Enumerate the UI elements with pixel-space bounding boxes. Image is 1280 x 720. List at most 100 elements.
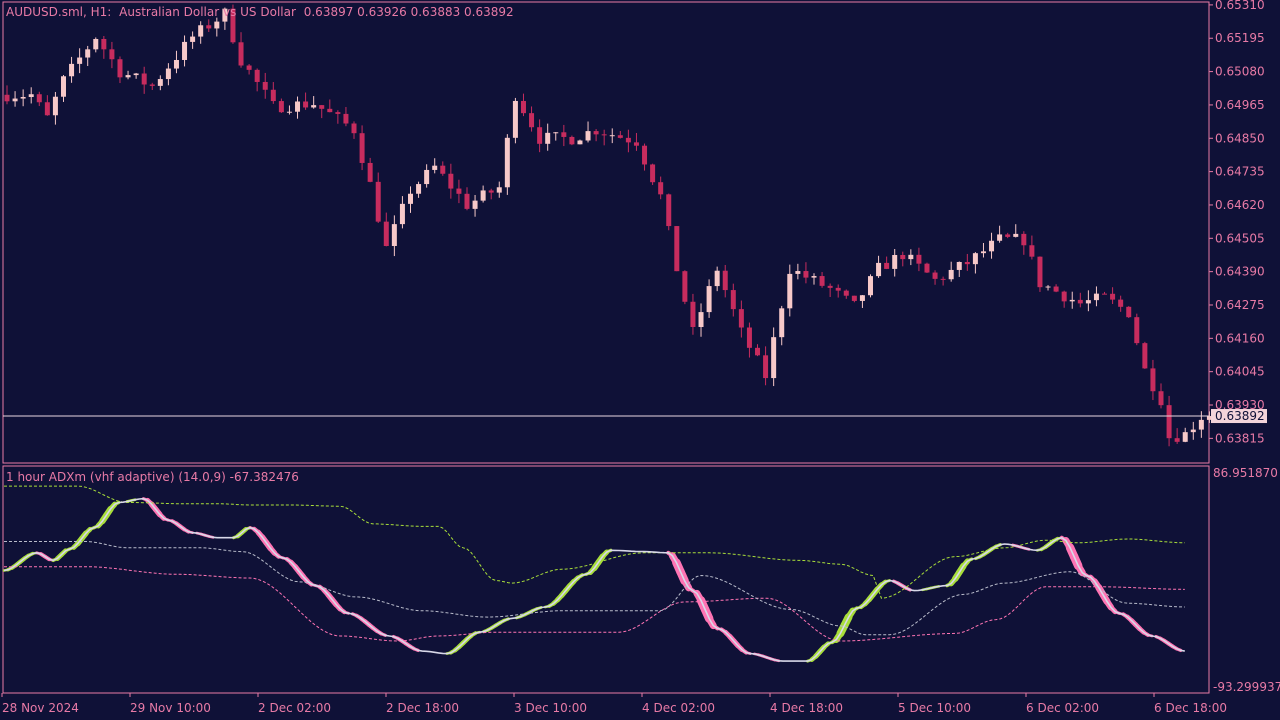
candle bbox=[1150, 359, 1156, 401]
candle bbox=[60, 75, 66, 102]
candle-body bbox=[706, 286, 712, 313]
candle bbox=[93, 37, 99, 53]
candle-body bbox=[1037, 256, 1043, 288]
candle bbox=[771, 327, 777, 387]
candle-body bbox=[198, 25, 204, 37]
candle bbox=[472, 194, 478, 217]
price-tick-label: 0.64045 bbox=[1215, 365, 1265, 379]
candle bbox=[787, 264, 793, 317]
candle bbox=[1182, 427, 1188, 443]
time-tick-label: 29 Nov 10:00 bbox=[130, 701, 211, 715]
candle bbox=[682, 270, 688, 305]
candle bbox=[69, 56, 75, 83]
candle-body bbox=[916, 254, 922, 264]
candle bbox=[553, 132, 559, 141]
candle bbox=[892, 249, 898, 277]
candle-body bbox=[85, 49, 91, 58]
candle-body bbox=[1085, 300, 1091, 304]
candle bbox=[1134, 313, 1140, 346]
candle bbox=[198, 21, 204, 44]
time-tick-label: 6 Dec 18:00 bbox=[1154, 701, 1227, 715]
candle bbox=[625, 129, 631, 153]
price-tick-label: 0.64275 bbox=[1215, 298, 1265, 312]
candle-body bbox=[1150, 368, 1156, 392]
price-tick-label: 0.64965 bbox=[1215, 98, 1265, 112]
candle bbox=[1158, 383, 1164, 409]
candle-body bbox=[367, 162, 373, 182]
candle bbox=[399, 196, 405, 229]
indicator-panel-frame bbox=[2, 465, 1210, 694]
candle bbox=[496, 181, 502, 198]
price-tick-label: 0.64850 bbox=[1215, 131, 1265, 145]
candle-body bbox=[214, 21, 220, 29]
candle bbox=[359, 125, 365, 171]
price-tick-label: 0.65080 bbox=[1215, 65, 1265, 79]
candle bbox=[811, 273, 817, 285]
candle bbox=[835, 284, 841, 298]
candle-body bbox=[28, 94, 34, 98]
candle-body bbox=[1045, 286, 1051, 288]
candle-body bbox=[1021, 233, 1027, 246]
candle bbox=[448, 163, 454, 199]
symbol-description: Australian Dollar vs US Dollar bbox=[119, 5, 296, 19]
candle bbox=[432, 158, 438, 174]
price-tick-label: 0.63930 bbox=[1215, 398, 1265, 412]
candle-body bbox=[141, 73, 147, 85]
candle bbox=[972, 252, 978, 274]
candle-body bbox=[1158, 391, 1164, 406]
candle bbox=[601, 129, 607, 146]
candle-body bbox=[529, 113, 535, 128]
candle bbox=[44, 95, 50, 116]
candle-body bbox=[270, 89, 276, 102]
candle bbox=[1206, 411, 1212, 423]
candle-body bbox=[932, 272, 938, 279]
candle-body bbox=[416, 184, 422, 194]
candle bbox=[1174, 428, 1180, 444]
candle-body bbox=[819, 276, 825, 286]
candle bbox=[520, 93, 526, 117]
candle-body bbox=[375, 181, 381, 222]
candle bbox=[222, 7, 228, 30]
candle-body bbox=[262, 81, 268, 90]
candle bbox=[1069, 291, 1075, 309]
candle bbox=[1110, 287, 1116, 304]
candle-body bbox=[432, 165, 438, 170]
candle-body bbox=[1061, 291, 1067, 302]
candle bbox=[52, 91, 58, 125]
candle-body bbox=[561, 132, 567, 137]
candle-body bbox=[480, 190, 486, 201]
candle bbox=[512, 97, 518, 144]
candle-body bbox=[876, 262, 882, 277]
candle-body bbox=[787, 273, 793, 309]
candle bbox=[948, 261, 954, 282]
candle bbox=[1102, 291, 1108, 295]
candle-body bbox=[940, 278, 946, 280]
candle-body bbox=[359, 133, 365, 163]
candle-body bbox=[1053, 286, 1059, 292]
price-tick-label: 0.64505 bbox=[1215, 231, 1265, 245]
candle bbox=[698, 303, 704, 337]
candle-body bbox=[424, 169, 430, 185]
candle-body bbox=[69, 63, 75, 77]
candle-body bbox=[625, 137, 631, 143]
price-tick-label: 0.64390 bbox=[1215, 265, 1265, 279]
candle bbox=[706, 279, 712, 318]
candle-body bbox=[835, 287, 841, 291]
candle bbox=[1005, 232, 1011, 239]
candle bbox=[876, 255, 882, 278]
price-tick-label: 0.64735 bbox=[1215, 165, 1265, 179]
candle-body bbox=[795, 271, 801, 274]
candle-body bbox=[254, 69, 260, 82]
candle bbox=[1029, 235, 1035, 260]
candle-body bbox=[165, 68, 171, 80]
candle bbox=[408, 186, 413, 213]
candle bbox=[85, 45, 91, 67]
candle bbox=[1166, 395, 1172, 447]
candle bbox=[77, 48, 83, 74]
candle bbox=[488, 188, 494, 200]
candle-body bbox=[206, 25, 212, 29]
candle-body bbox=[448, 173, 454, 189]
candle-body bbox=[545, 132, 551, 144]
